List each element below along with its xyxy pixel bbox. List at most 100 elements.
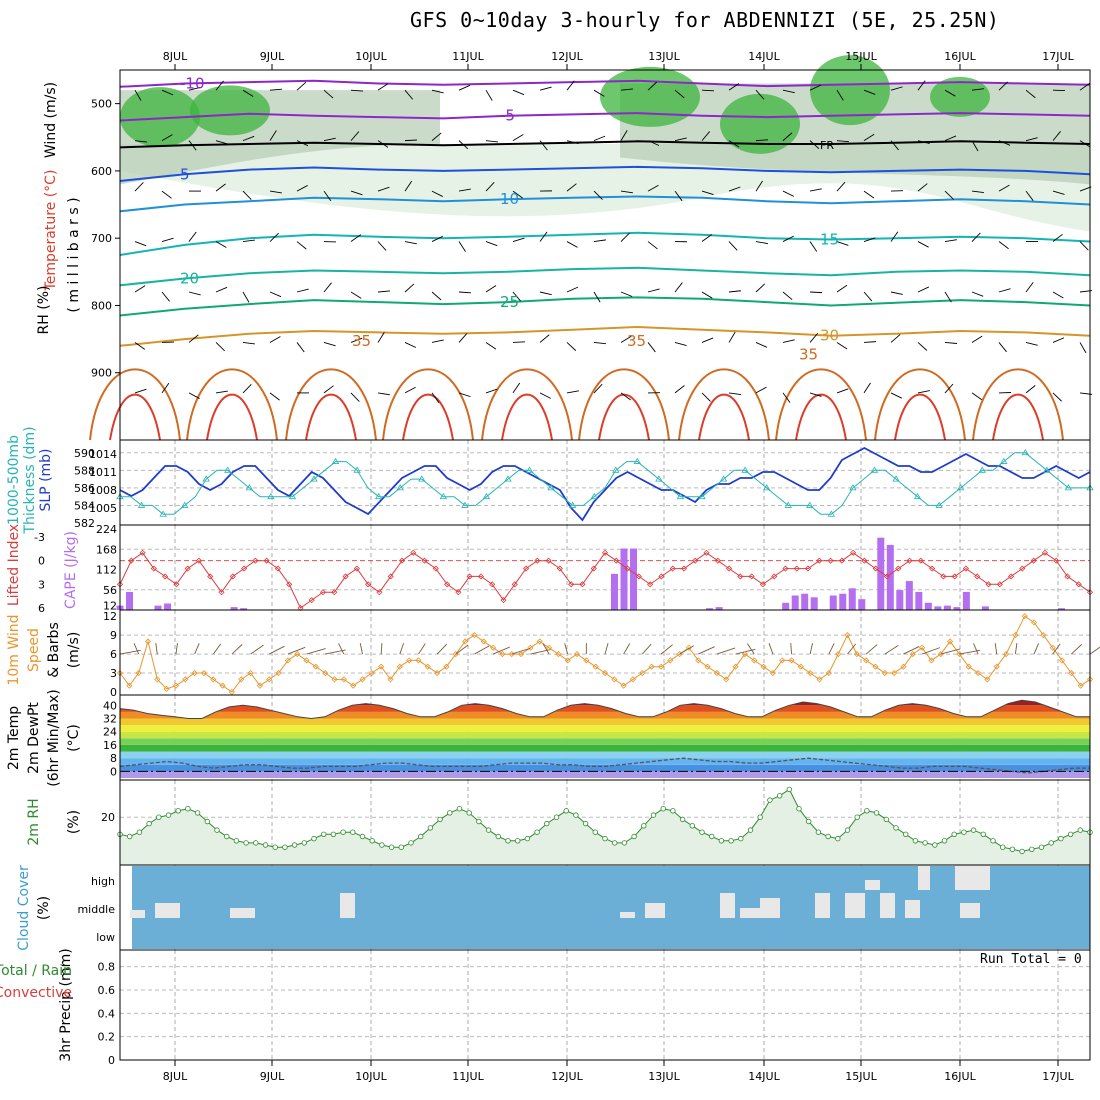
wind-speed-point [881,669,888,677]
wind-barb [917,140,930,144]
wind-barb [917,80,926,91]
lifted-index-point [308,597,315,604]
rh-point [340,829,346,835]
rh-point [912,838,919,844]
wind-barb [944,291,952,303]
wind-barb-10m [828,643,835,655]
wind-barb-10m [474,645,490,655]
thickness-point [698,492,706,500]
cloud-level-label: high [91,875,115,888]
wind-barb [917,390,930,394]
wind-barb [1079,140,1091,148]
wind-barb [674,385,685,394]
temp-contour-label-35: 35 [799,345,818,363]
wind-barb [998,288,1011,293]
wind-barb [1052,337,1065,343]
rh-point [1000,844,1006,850]
wind-speed-point [965,663,972,670]
cape-bar [240,608,248,610]
top-date-label: 12JUL [551,50,583,63]
thickness-point [956,484,965,491]
temp-tick: 16 [103,739,117,752]
cape-bar [1057,608,1065,610]
wind-barb-10m [399,643,405,655]
rh-point [922,840,928,846]
cape-bar [848,588,856,610]
wind-barb [890,392,902,399]
wind-barb-10m [903,646,920,655]
wind10-label-a: 10m Wind [6,614,22,685]
lifted-index-point [432,565,439,572]
wind-speed-point [480,638,487,645]
wind-barb [566,286,579,293]
wind-barb [296,185,308,192]
lifted-index-point [962,565,969,572]
wind-barb [593,383,603,394]
temp-tick: 40 [103,699,117,712]
wind-barb [485,89,493,101]
wind-barb-10m [542,643,550,655]
temp-contour-label: 25 [500,293,519,311]
temp-contour-40-arch [206,393,258,441]
lifted-index-point [1075,581,1082,588]
lifted-index-point [365,581,372,588]
thickness-point [1043,466,1051,473]
rh-point [980,831,986,837]
cape-bar [154,605,162,610]
temp-color-band [120,751,1090,759]
wind-speed-point [163,685,170,692]
rh-point [185,806,191,812]
lifted-index-point [647,581,654,588]
rh-point [515,838,521,844]
wind-barb [890,231,899,242]
lifted-index-point [207,573,214,580]
bottom-date-label: 8JUL [163,1070,188,1083]
thickness-point [633,457,642,464]
wind-barb [863,133,875,142]
wind-barb [566,140,579,145]
rh-point [612,840,618,846]
wind-barb [1025,190,1034,201]
wind-barb-10m [1033,643,1040,655]
wind-tick: 0 [110,686,117,699]
lifted-index-point [748,573,755,580]
wind-speed-point [975,669,982,677]
cloud-block [955,865,990,890]
wind-barb [404,89,414,100]
temp-color-band [120,764,1090,772]
wind-barb-10m [269,645,285,655]
wind-barb-10m [175,643,178,655]
precip-label-a: Total / Rain [0,963,72,979]
temp-contour-label: 20 [180,270,199,288]
wind-barb [323,342,336,347]
wind-barb [188,334,199,343]
wind-barb [377,83,389,91]
thickness-point [935,501,943,508]
rh-point [738,835,744,842]
wind-barb [350,392,360,402]
wind-barb [890,334,901,343]
wind-barb [1052,233,1063,242]
thickness-point [978,466,986,473]
thickness-point [655,475,663,482]
lifted-index-point [816,557,823,564]
rh-point [321,831,327,837]
thickness-point [525,466,534,473]
wind-barb [836,241,849,246]
lifted-index-point [545,557,552,564]
temp-contour-35-arch [186,368,278,441]
wind-barb [809,332,819,343]
slp-tick: 1014 [89,448,117,461]
lifted-index-point [218,589,225,596]
thickness-point [1064,484,1073,491]
wind-speed-point [900,663,907,670]
temp-contour-40-arch [795,393,847,441]
rh-point [951,831,957,837]
wind-barb [701,234,712,242]
temp-color-band [120,758,1090,765]
wind-speed-point [956,651,963,658]
thickness-point [913,492,922,500]
lifted-index-point [331,589,338,596]
wind-barb [944,190,954,200]
thickness-point [568,501,577,508]
